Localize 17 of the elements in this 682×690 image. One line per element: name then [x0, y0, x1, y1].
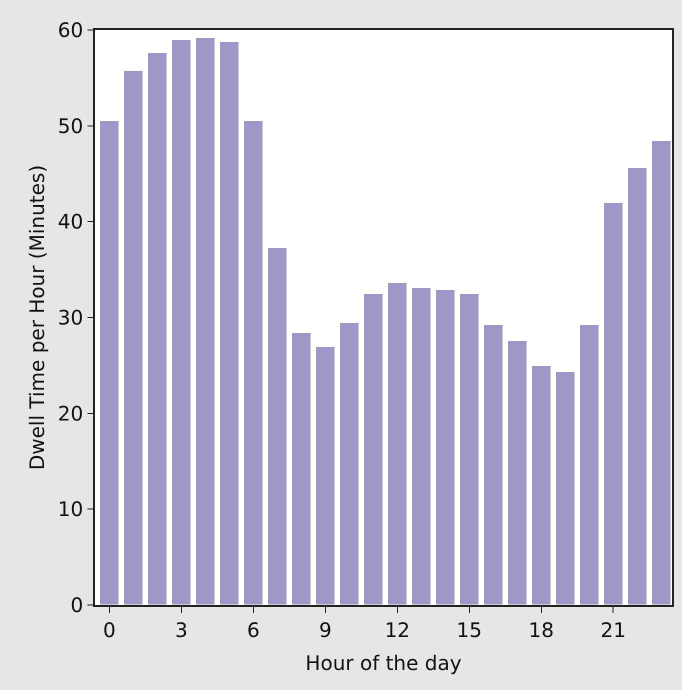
- y-tick-label: 20: [58, 401, 84, 426]
- y-tick-label: 0: [70, 593, 84, 617]
- y-axis-title: Dwell Time per Hour (Minutes): [24, 164, 49, 470]
- x-tick-label: 18: [528, 618, 554, 642]
- x-tick-label: 3: [175, 618, 188, 642]
- y-tick-label: 10: [58, 497, 84, 522]
- y-tick-label: 30: [58, 306, 84, 330]
- x-tick-label: 0: [103, 618, 116, 642]
- x-tick-label: 9: [318, 618, 332, 642]
- x-tick-label: 12: [384, 618, 410, 642]
- y-tick-label: 60: [58, 18, 84, 42]
- y-tick-label: 40: [58, 210, 84, 234]
- x-tick-label: 21: [600, 618, 626, 642]
- x-axis-title: Hour of the day: [305, 650, 462, 675]
- x-tick-label: 6: [246, 618, 260, 642]
- y-tick-label: 50: [58, 114, 84, 138]
- x-tick-label: 15: [456, 618, 482, 642]
